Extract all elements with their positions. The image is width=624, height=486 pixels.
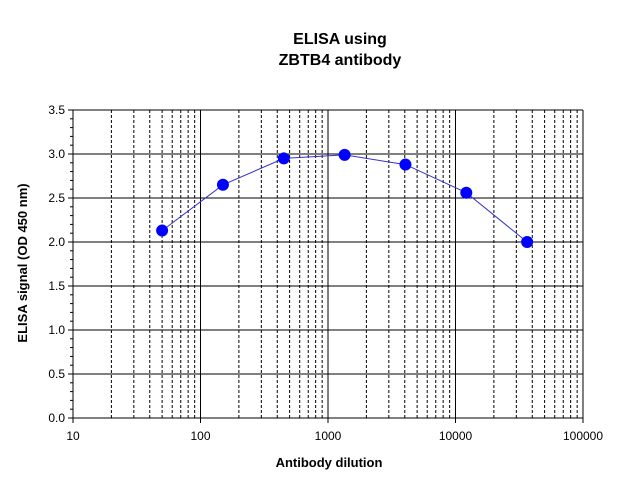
chart-title-line-1: ELISA using	[293, 31, 387, 48]
grid	[73, 109, 583, 418]
axes	[68, 109, 584, 423]
x-tick-label: 1000	[315, 429, 342, 443]
data-point	[156, 224, 169, 237]
x-tick-label: 100	[190, 429, 210, 443]
data-point	[460, 186, 473, 199]
y-tick-label: 2.0	[48, 235, 65, 249]
data-point	[216, 178, 229, 191]
y-tick-label: 1.5	[48, 279, 65, 293]
x-tick-label: 10000	[439, 429, 473, 443]
y-tick-label: 3.5	[48, 103, 65, 117]
tick-labels: 0.0 0.5 1.0 1.5 2.0 2.5 3.0 3.5 10 100 1000 10000 10…	[48, 103, 603, 443]
x-tick-label: 100000	[563, 429, 603, 443]
y-tick-label: 1.0	[48, 323, 65, 337]
y-axis-label: ELISA signal (OD 450 nm)	[15, 183, 30, 342]
y-tick-label: 2.5	[48, 191, 65, 205]
x-axis-label: Antibody dilution	[276, 455, 383, 470]
y-tick-label: 3.0	[48, 147, 65, 161]
y-tick-label: 0.0	[48, 411, 65, 425]
chart-title-line-2: ZBTB4 antibody	[279, 52, 402, 69]
data-point	[277, 152, 290, 165]
data-point	[338, 148, 351, 161]
data-series	[156, 148, 534, 248]
y-tick-label: 0.5	[48, 367, 65, 381]
data-point	[399, 158, 412, 171]
data-point	[521, 236, 534, 248]
x-tick-label: 10	[66, 429, 80, 443]
